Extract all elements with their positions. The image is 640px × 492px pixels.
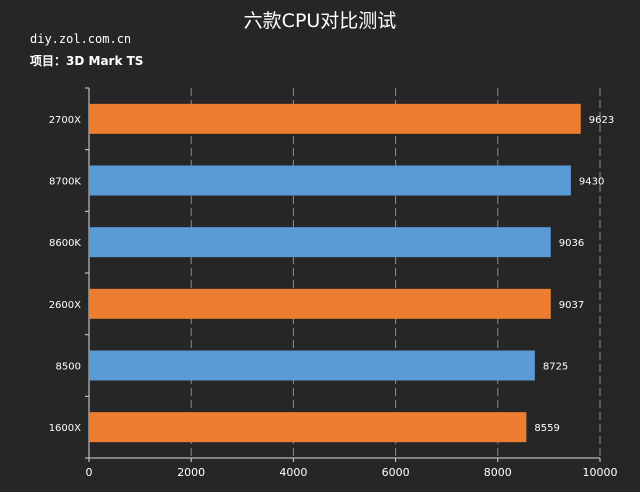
x-tick-label-2: 4000 bbox=[279, 466, 307, 479]
category-label-8700K: 8700K bbox=[49, 177, 81, 188]
bar-1600X bbox=[89, 412, 527, 443]
bar-8700K bbox=[89, 165, 571, 196]
value-label-8600K: 9036 bbox=[559, 238, 584, 249]
category-label-1600X: 1600X bbox=[49, 423, 81, 434]
bar-8500 bbox=[89, 350, 535, 381]
category-label-8500: 8500 bbox=[56, 362, 81, 373]
subject-value: 3D Mark TS bbox=[66, 54, 144, 68]
value-label-8700K: 9430 bbox=[579, 177, 604, 188]
x-tick-label-3: 6000 bbox=[382, 466, 410, 479]
x-tick-label-4: 8000 bbox=[484, 466, 512, 479]
value-label-8500: 8725 bbox=[543, 362, 568, 373]
subject-line: 项目：3D Mark TS bbox=[30, 52, 143, 69]
x-tick-label-0: 0 bbox=[86, 466, 93, 479]
value-label-2600X: 9037 bbox=[559, 300, 584, 311]
subject-label: 项目： bbox=[30, 54, 67, 68]
value-label-2700X: 9623 bbox=[589, 115, 614, 126]
value-label-1600X: 8559 bbox=[534, 423, 559, 434]
category-label-8600K: 8600K bbox=[49, 238, 81, 249]
category-label-2600X: 2600X bbox=[49, 300, 81, 311]
bar-2600X bbox=[89, 288, 551, 319]
chart-title: 六款CPU对比测试 bbox=[243, 10, 397, 32]
x-tick-label-1: 2000 bbox=[177, 466, 205, 479]
category-label-2700X: 2700X bbox=[49, 115, 81, 126]
source-text: diy.zol.com.cn bbox=[30, 32, 132, 46]
bar-2700X bbox=[89, 103, 581, 134]
bar-8600K bbox=[89, 227, 551, 258]
x-tick-label-5: 10000 bbox=[583, 466, 618, 479]
